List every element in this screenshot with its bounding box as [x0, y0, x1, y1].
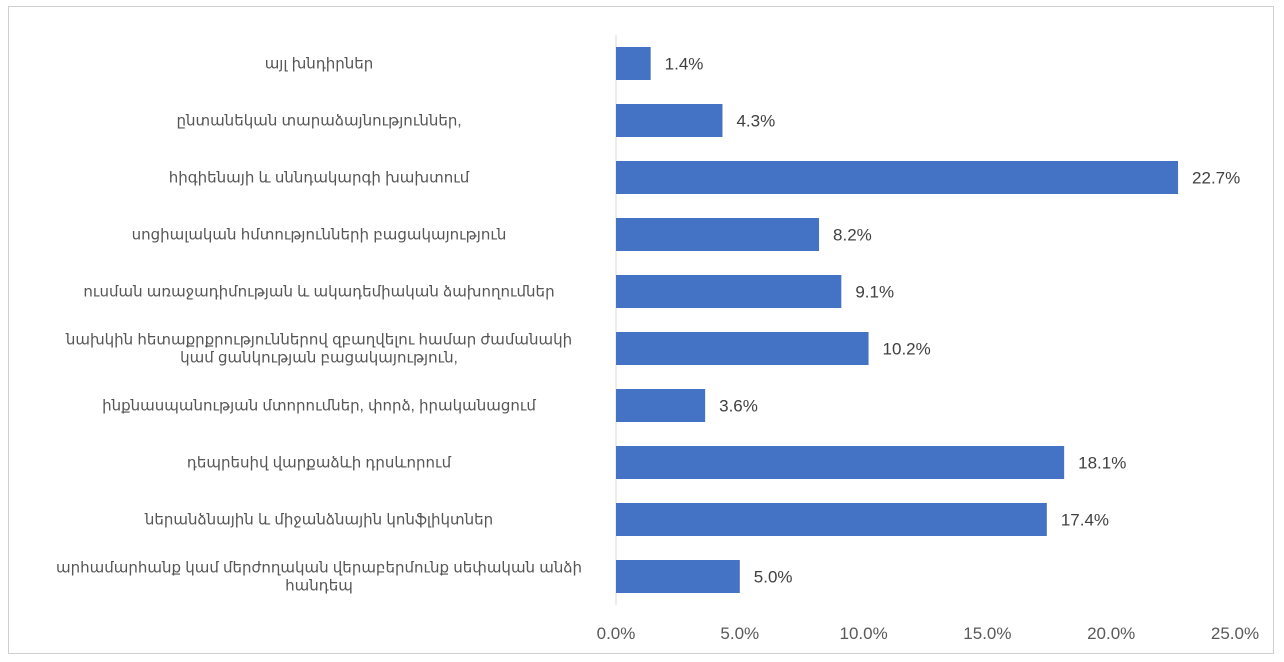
- bar-4: [616, 218, 820, 251]
- category-label-line: ուսման առաջադիմության և ակադեմիական ձախո…: [83, 284, 554, 301]
- bar-8: [616, 446, 1065, 479]
- category-label-line: հիգիենայի և սննդակարգի խախտում: [169, 170, 470, 187]
- category-label-4: սոցիալական հմտությունների բացակայություն: [132, 227, 507, 244]
- data-label-10: 5.0%: [754, 568, 793, 587]
- category-label-line: ընտանեկան տարաձայնություններ,: [176, 113, 461, 130]
- chart-frame: 1.4% 4.3% 22.7% 8.2% 9.1% 10.2% 3.6% 18.1% 17.4%…: [8, 6, 1274, 654]
- category-label-7: ինքնասպանության մտորումներ, փորձ, իրական…: [102, 398, 536, 415]
- data-label-3: 22.7%: [1192, 169, 1240, 188]
- category-label-line: հանդեպ: [285, 578, 353, 595]
- category-label-10: արհամարհանք կամ մերժողական վերաբերմունք …: [56, 560, 582, 595]
- category-label-line: արհամարհանք կամ մերժողական վերաբերմունք …: [56, 560, 582, 577]
- x-tick-label-6: 25.0%: [1211, 624, 1259, 643]
- category-label-line: այլ խնդիրներ: [265, 56, 374, 73]
- category-labels-group: այլ խնդիրներ ընտանեկան տարաձայնություններ…: [56, 56, 582, 595]
- category-label-8: դեպրեսիվ վարքաձևի դրսևորում: [187, 455, 452, 472]
- category-label-5: ուսման առաջադիմության և ակադեմիական ձախո…: [83, 284, 554, 301]
- category-label-line: դեպրեսիվ վարքաձևի դրսևորում: [187, 455, 452, 472]
- data-label-4: 8.2%: [833, 226, 872, 245]
- data-label-5: 9.1%: [855, 283, 894, 302]
- category-label-9: ներանձնային և միջանձնային կոնֆլիկտներ: [144, 512, 493, 529]
- category-label-line: ներանձնային և միջանձնային կոնֆլիկտներ: [144, 512, 493, 529]
- x-tick-label-1: 0.0%: [597, 624, 636, 643]
- x-axis-tick-labels: 0.0% 5.0% 10.0% 15.0% 20.0% 25.0%: [597, 624, 1259, 643]
- bars-group: [616, 47, 1179, 593]
- x-tick-label-3: 10.0%: [839, 624, 887, 643]
- x-tick-label-4: 15.0%: [963, 624, 1011, 643]
- bar-10: [616, 560, 740, 593]
- bar-6: [616, 332, 869, 365]
- category-label-line: նախկին հետաքրքրություններով զբաղվելու հա…: [65, 332, 572, 349]
- data-label-9: 17.4%: [1061, 511, 1109, 530]
- category-label-1: այլ խնդիրներ: [265, 56, 374, 73]
- category-label-line: կամ ցանկության բացակայություն,: [180, 350, 458, 367]
- bar-9: [616, 503, 1047, 536]
- category-label-line: սոցիալական հմտությունների բացակայություն: [132, 227, 507, 244]
- bar-5: [616, 275, 842, 308]
- category-label-6: նախկին հետաքրքրություններով զբաղվելու հա…: [65, 332, 572, 367]
- x-tick-label-5: 20.0%: [1087, 624, 1135, 643]
- category-label-3: հիգիենայի և սննդակարգի խախտում: [169, 170, 470, 187]
- bar-chart: 1.4% 4.3% 22.7% 8.2% 9.1% 10.2% 3.6% 18.1% 17.4%…: [56, 35, 1259, 643]
- data-label-7: 3.6%: [719, 397, 758, 416]
- bar-3: [616, 161, 1179, 194]
- bar-7: [616, 389, 706, 422]
- bar-1: [616, 47, 651, 80]
- data-label-1: 1.4%: [665, 55, 704, 74]
- category-label-2: ընտանեկան տարաձայնություններ,: [176, 113, 461, 130]
- data-label-6: 10.2%: [883, 340, 931, 359]
- category-label-line: ինքնասպանության մտորումներ, փորձ, իրական…: [102, 398, 536, 415]
- x-tick-label-2: 5.0%: [720, 624, 759, 643]
- data-label-8: 18.1%: [1078, 454, 1126, 473]
- bar-2: [616, 104, 723, 137]
- data-label-2: 4.3%: [736, 112, 775, 131]
- value-labels-group: 1.4% 4.3% 22.7% 8.2% 9.1% 10.2% 3.6% 18.1% 17.4%…: [665, 55, 1241, 587]
